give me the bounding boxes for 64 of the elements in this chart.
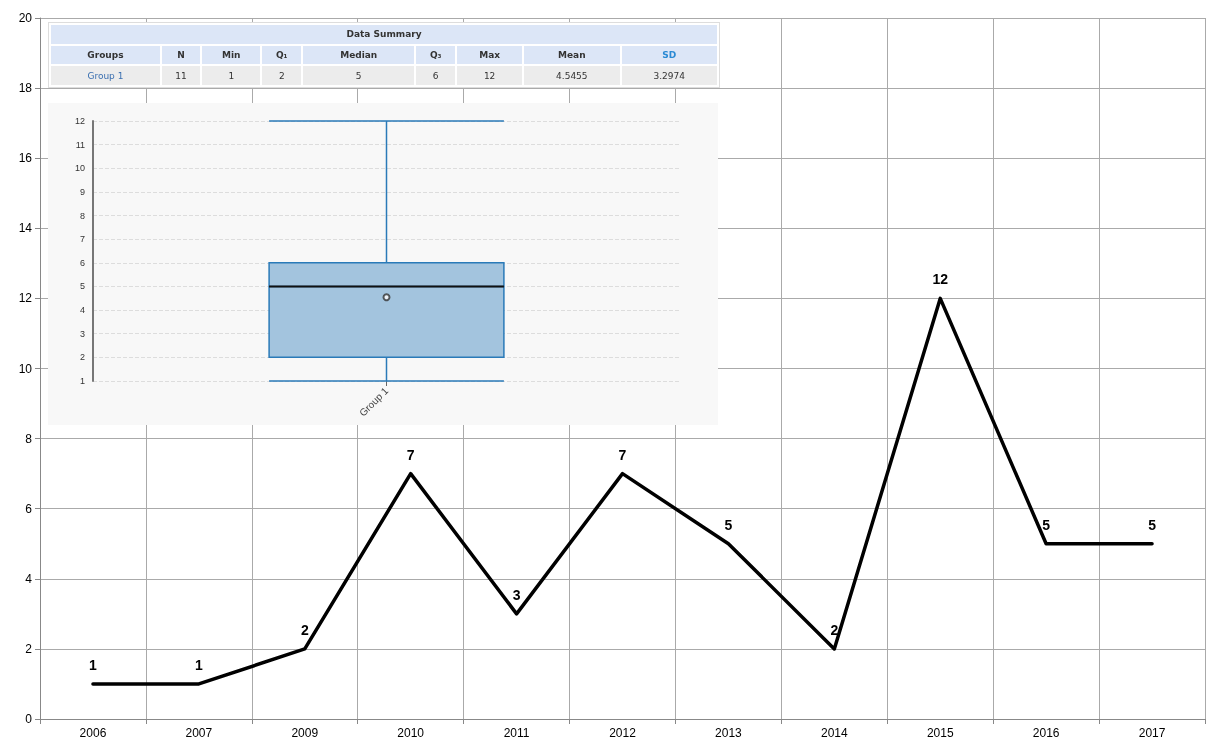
data-label: 2: [300, 621, 309, 638]
category-label: Min: [202, 45, 261, 65]
y-tick-label: 14: [18, 221, 33, 236]
category-label: SD: [621, 45, 717, 65]
y-tick-label: 2: [25, 641, 33, 656]
y-tick-label: 11: [75, 139, 85, 150]
x-tick-label: 2016: [1032, 726, 1060, 740]
data-label: 5: [724, 516, 733, 533]
y-tick-label: 4: [25, 571, 33, 586]
category-label: Group 1: [87, 70, 124, 81]
annotation: 1: [202, 66, 261, 85]
category-label: N: [161, 45, 201, 65]
y-tick-label: 0: [25, 712, 33, 726]
y-tick-label: 20: [18, 11, 33, 25]
y-tick-label: 2: [79, 352, 85, 363]
category-label: Q₁: [262, 45, 302, 65]
category-label: Mean: [524, 45, 620, 65]
annotation: 3.2974: [621, 66, 717, 85]
annotation: 5: [303, 66, 415, 85]
data-label: 2: [830, 621, 839, 638]
y-tick-label: 6: [25, 501, 33, 516]
data-label: 7: [618, 446, 627, 463]
category-label: Median: [303, 45, 415, 65]
x-tick-label: 2007: [185, 726, 213, 740]
annotation: 11: [161, 66, 201, 85]
data-label: 1: [194, 656, 203, 673]
data-label: 3: [512, 586, 521, 603]
annotation: 4.5455: [524, 66, 620, 85]
x-tick-label: 2015: [926, 726, 954, 740]
y-tick-label: 12: [18, 291, 33, 306]
y-tick-label: 5: [79, 281, 85, 292]
data-label: 12: [932, 271, 949, 288]
data-label: 7: [406, 446, 415, 463]
y-tick-label: 8: [25, 431, 33, 446]
data-label: 5: [1148, 516, 1157, 533]
x-tick-label: 2009: [291, 726, 319, 740]
y-tick-label: 18: [18, 81, 33, 96]
y-tick-label: 4: [79, 305, 85, 316]
annotation: 6: [416, 66, 456, 85]
category-label: Q₃: [416, 45, 456, 65]
category-label: Max: [457, 45, 523, 65]
line-series: [91, 296, 1154, 686]
y-tick-label: 10: [18, 361, 33, 376]
data-label: 5: [1042, 516, 1051, 533]
text: Groups: [51, 45, 160, 65]
annotation: 2: [262, 66, 302, 85]
x-tick-label: 2017: [1138, 726, 1166, 740]
text: Data Summary: [51, 25, 717, 44]
x-tick-label: 2014: [820, 726, 848, 740]
x-tick-label: 2013: [715, 726, 743, 740]
y-tick-label: 10: [74, 163, 85, 174]
x-tick-label: 2011: [503, 726, 530, 740]
x-tick-label: 2006: [79, 726, 107, 740]
y-tick-label: 9: [79, 186, 85, 197]
annotation: 12: [457, 66, 523, 85]
y-tick-label: 12: [74, 116, 85, 126]
x-tick-label: 2012: [609, 726, 637, 740]
y-tick-label: 8: [79, 210, 85, 221]
y-tick-label: 6: [79, 257, 85, 268]
y-tick-label: 7: [79, 234, 85, 245]
y-tick-label: 1: [79, 376, 85, 386]
y-tick-label: 3: [79, 328, 85, 339]
x-tick-label: 2010: [397, 726, 425, 740]
y-tick-label: 16: [18, 151, 33, 166]
